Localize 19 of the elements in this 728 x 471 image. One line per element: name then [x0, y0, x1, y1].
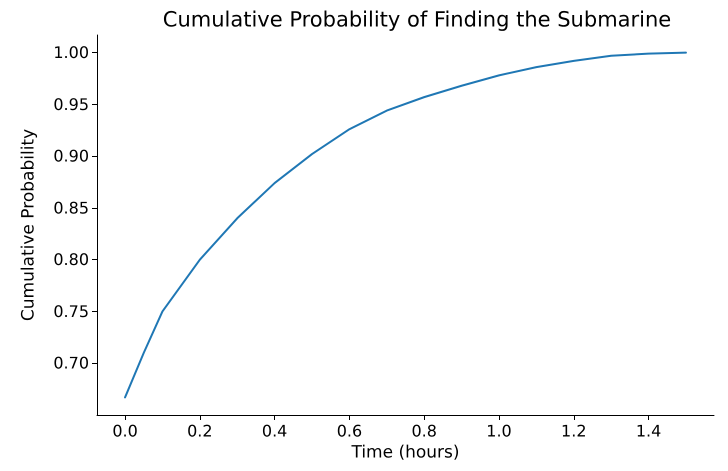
x-tick-label: 0.6: [336, 422, 362, 440]
x-axis-title: Time (hours): [350, 442, 460, 462]
chart-title: Cumulative Probability of Finding the Submarine: [162, 8, 672, 32]
y-tick-label: 0.95: [53, 94, 89, 114]
y-tick-label: 0.70: [53, 354, 89, 373]
y-tick-label: 0.85: [53, 198, 89, 218]
y-tick-label: 1.00: [53, 43, 89, 62]
x-tick-label: 0.2: [187, 422, 213, 440]
line-series: [124, 52, 687, 398]
y-axis-title: Cumulative Probability: [18, 128, 38, 322]
x-tick-label: 1.0: [486, 422, 512, 440]
x-tick-label: 0.4: [262, 422, 288, 440]
x-tick-label: 0.0: [112, 422, 138, 440]
x-tick-label: 1.4: [636, 422, 662, 440]
y-tick-label: 0.75: [53, 302, 89, 321]
y-tick-label: 0.80: [53, 250, 89, 270]
x-tick-label: 0.8: [411, 422, 437, 440]
x-tick-label: 1.2: [561, 422, 586, 440]
y-tick-label: 0.90: [53, 146, 89, 166]
